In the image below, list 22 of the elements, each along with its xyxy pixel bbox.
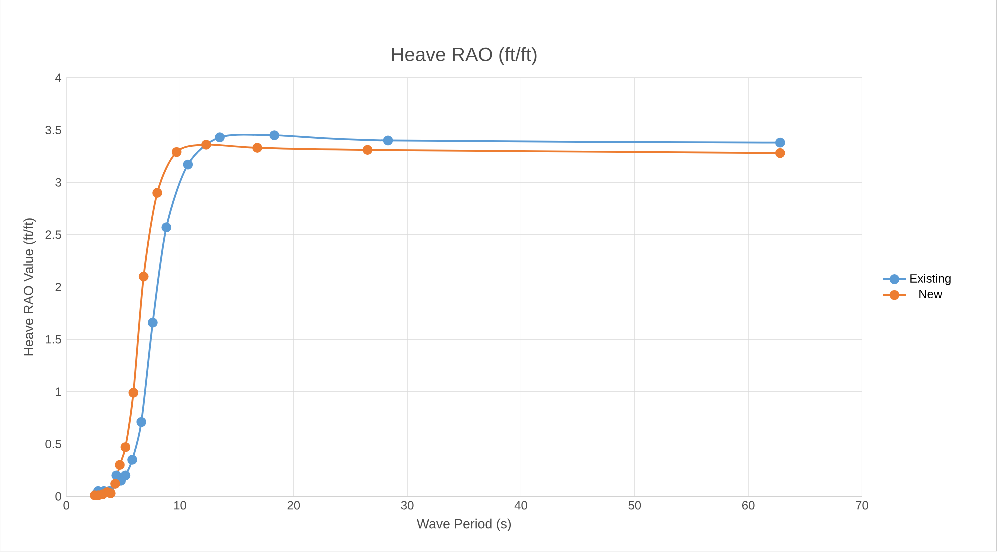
y-tick-label: 2 <box>56 283 62 292</box>
legend-label: New <box>920 290 943 299</box>
y-tick-label: 1 <box>56 388 62 396</box>
y-tick-label: 0.5 <box>46 440 62 449</box>
y-axis-title: Heave RAO Value (ft/ft) <box>24 218 36 356</box>
x-tick-label: 10 <box>174 501 186 510</box>
x-tick-label: 30 <box>401 501 414 510</box>
x-tick-label: 0 <box>64 501 70 510</box>
legend-label: Existing <box>910 274 951 286</box>
y-tick-label: 3 <box>56 178 62 187</box>
y-tick-label: 0 <box>56 492 62 501</box>
chart-title: Heave RAO (ft/ft) <box>392 47 537 66</box>
y-tick-label: 3.5 <box>46 126 62 135</box>
x-tick-label: 50 <box>628 501 642 510</box>
x-tick-label: 70 <box>856 501 868 510</box>
y-tick-label: 1.5 <box>46 336 62 344</box>
x-tick-label: 60 <box>742 501 755 510</box>
x-axis-title: Wave Period (s) <box>416 519 512 532</box>
y-tick-label: 2.5 <box>46 230 62 240</box>
x-tick-label: 40 <box>514 501 528 510</box>
y-tick-label: 4 <box>55 74 62 82</box>
x-tick-label: 20 <box>288 501 300 510</box>
